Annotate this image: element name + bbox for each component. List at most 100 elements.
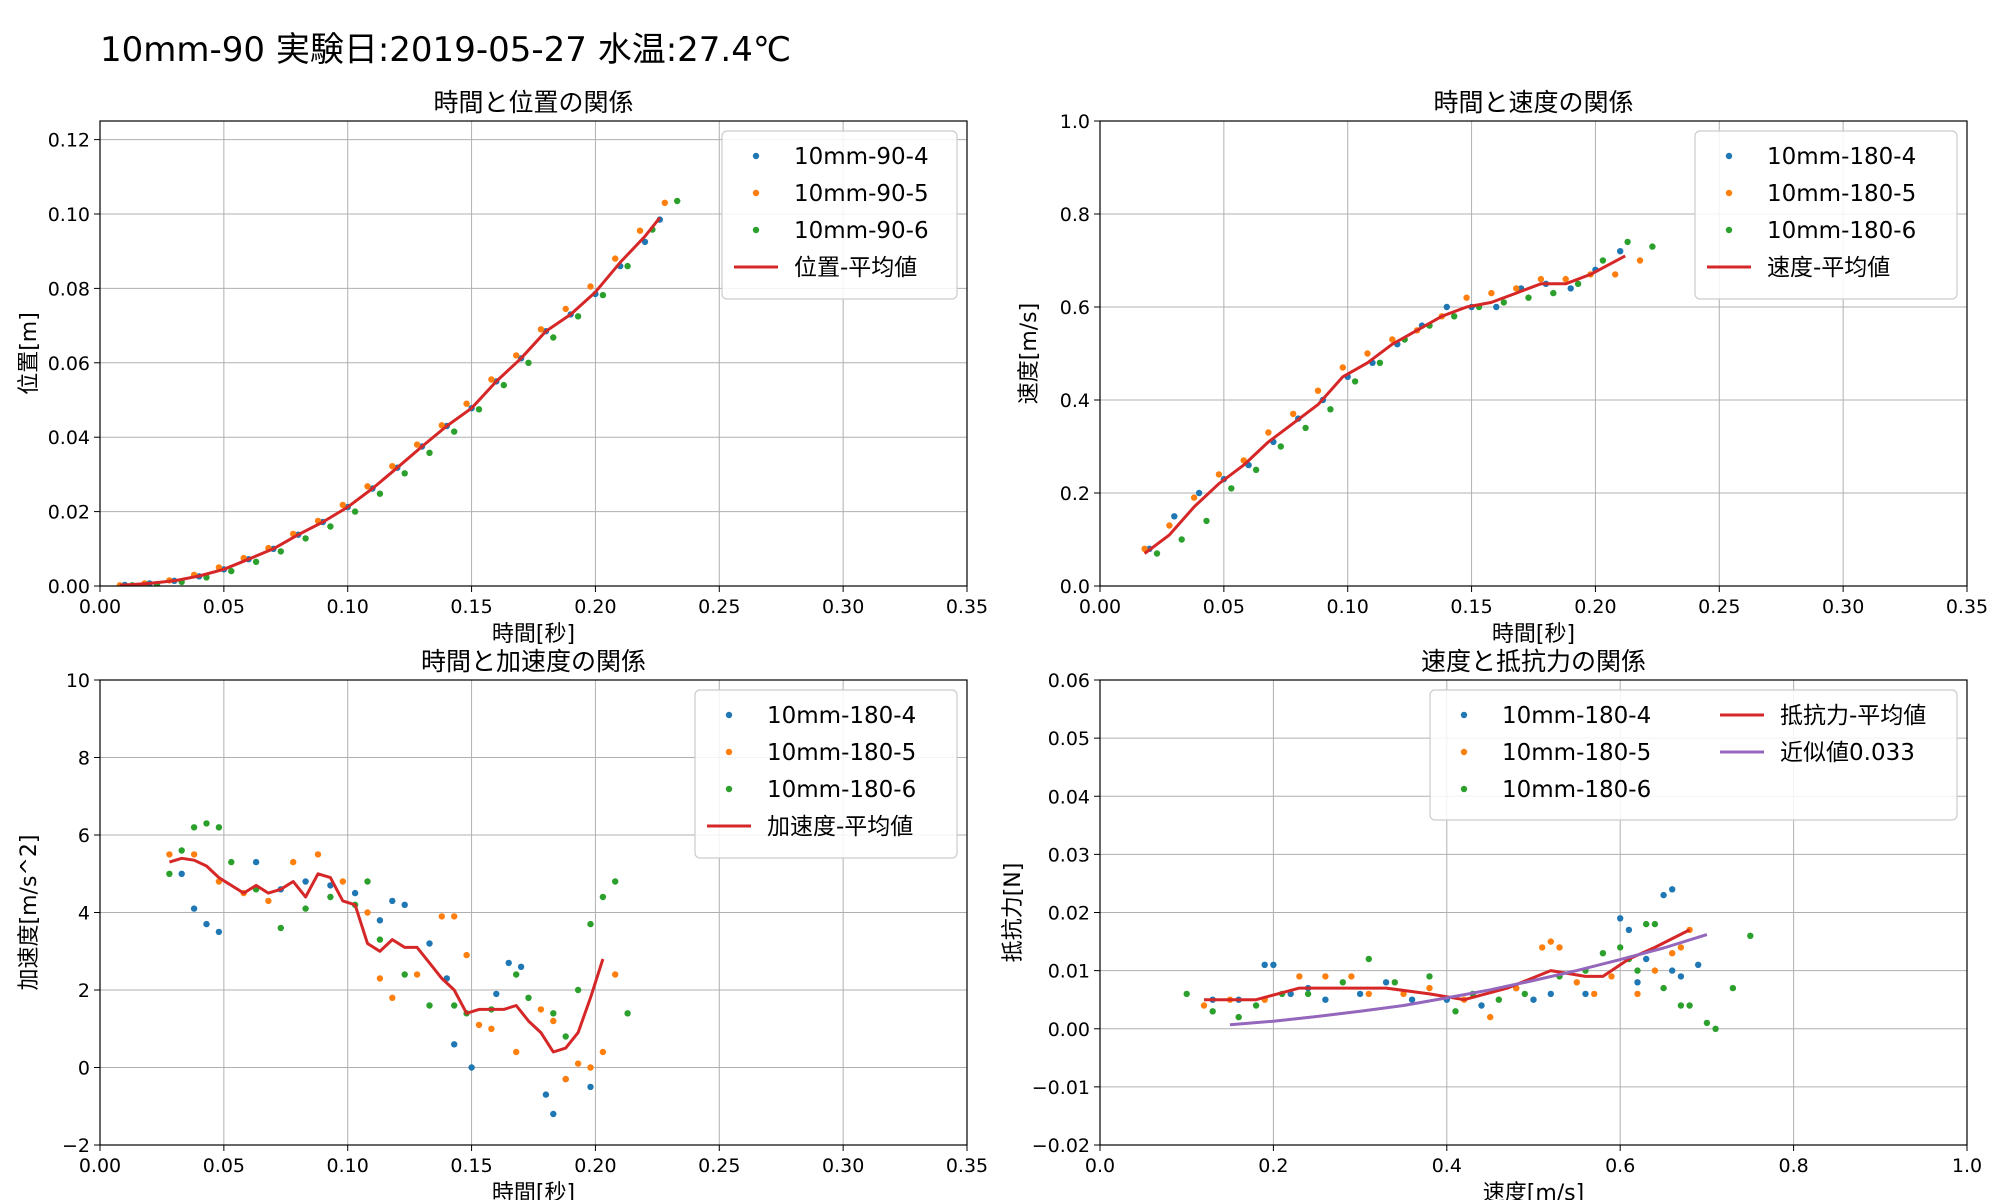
x-axis-label: 時間[秒] [492,1181,575,1200]
y-tick-label: 0.2 [1060,483,1090,505]
series-10mm-180-4-point [542,1091,550,1098]
legend-entry-10mm-180-6-swatch [725,785,733,793]
series-10mm-180-6-point [1651,920,1659,928]
legend-box [694,689,958,859]
series-10mm-180-5-point [513,1048,520,1056]
series-10mm-180-4-point [327,882,334,889]
series-10mm-180-4-point [1643,955,1650,963]
series-10mm-180-4-point [505,959,512,967]
series-10mm-180-6-point [1495,996,1503,1003]
series-avg-line [119,216,661,586]
series-10mm-90-6-point [252,558,260,565]
series-10mm-180-5-point [550,1017,557,1025]
series-10mm-90-6-point [376,490,384,497]
x-tick-label: 0.4 [1432,1155,1462,1177]
series-10mm-180-6-point [1153,550,1161,557]
axes-frame [1099,120,1968,587]
series-10mm-90-6-point [574,313,582,320]
legend-entry-10mm-180-5-label: 10mm-180-5 [1502,740,1651,766]
series-10mm-180-4-point [302,878,309,885]
y-tick-label: −0.02 [1032,1135,1090,1157]
series-10mm-180-5-point [1677,944,1685,951]
legend-entry-10mm-180-6-swatch [1460,785,1468,793]
series-10mm-180-6-point [1729,984,1737,992]
series-10mm-180-6-point [1500,299,1508,306]
series-10mm-180-5-point [438,913,445,920]
series-10mm-90-4-point [641,238,649,246]
series-10mm-90-5-point [364,483,371,490]
y-tick-label: 0.8 [1060,204,1090,226]
series-10mm-180-4-point [1195,489,1203,497]
x-tick-label: 0.20 [1574,596,1616,618]
legend-entry-10mm-180-4-label: 10mm-180-4 [1502,703,1651,729]
series-10mm-180-6-point [599,893,607,901]
y-tick-label: 0.6 [1060,297,1090,319]
legend-entry-10mm-90-4-label: 10mm-90-4 [794,144,929,170]
series-10mm-180-5-point [190,851,198,858]
x-tick-label: 0.10 [1327,596,1369,618]
series-10mm-180-4-point [1171,513,1178,520]
y-tick-label: 0.01 [1048,961,1090,983]
series-10mm-180-6-point [376,936,384,943]
legend-entry-10mm-180-4-swatch [725,711,733,719]
series-10mm-180-4-point [517,963,525,970]
series-10mm-180-5-point [599,1048,607,1056]
series-10mm-90-5-point [413,441,421,448]
legend-entry-10mm-90-6-swatch [752,226,760,234]
series-10mm-180-4-point [401,901,408,908]
chart-title: 時間と速度の関係 [1433,88,1633,117]
y-tick-label: 0.02 [1048,903,1090,925]
series-10mm-90-5-point [488,376,495,383]
series-10mm-180-4-point [1669,886,1676,893]
series-10mm-180-6-point [1660,984,1667,992]
series-10mm-90-5-point [661,199,668,206]
series-10mm-180-5-point [1166,522,1173,529]
series-10mm-180-5-point [1389,336,1396,343]
y-tick-label: 2 [78,980,90,1002]
series-10mm-180-4-point [1382,979,1390,986]
series-10mm-180-5-point [314,851,322,858]
series-10mm-180-4-point [1677,973,1685,980]
chart-acceleration-vs-time: 0.00 0.05 0.10 0.15 0.20 0.25 0.30 0.35 −2 0 2 4 6 8 1… [17,647,988,1200]
series-10mm-180-6-point [1521,990,1529,998]
legend-entry-10mm-180-6-label: 10mm-180-6 [767,777,916,803]
series-10mm-180-6-point [1599,950,1607,957]
series-10mm-180-4-point [550,1110,557,1118]
y-tick-label: 0.00 [1048,1019,1090,1041]
series-10mm-90-5-point [537,326,545,333]
series-10mm-180-5-point [1296,973,1303,980]
series-10mm-90-6-point [327,523,334,530]
y-tick-label: 0 [78,1058,90,1080]
series-10mm-90-6-point [277,548,284,555]
series-10mm-180-5-point [1348,973,1355,980]
legend-entry-10mm-180-4-swatch [1725,152,1733,160]
y-tick-label: 0.06 [1048,670,1090,692]
series-10mm-180-6-point [228,858,235,866]
series-10mm-180-5-point [413,971,421,978]
series-10mm-180-6-point [1252,466,1260,473]
y-tick-label: 0.02 [48,502,90,524]
axes-frame [1099,679,1968,1146]
series-10mm-180-4-point [1695,961,1702,968]
data-layer [1141,238,1656,557]
series-10mm-180-6-point [1703,1019,1711,1027]
x-tick-label: 0.30 [1822,596,1864,618]
legend-entry-10mm-180-6-label: 10mm-180-6 [1502,777,1651,803]
series-10mm-180-5-point [612,971,619,978]
series-10mm-180-5-point [1463,294,1470,301]
x-tick-label: 0.10 [327,1155,369,1177]
series-10mm-180-6-point [1277,443,1285,450]
y-tick-label: 4 [78,903,90,925]
series-10mm-90-6-point [475,406,483,413]
series-10mm-180-5-point [1547,938,1555,945]
chart-position-vs-time: 0.00 0.05 0.10 0.15 0.20 0.25 0.30 0.35 0.00 0.02… [17,88,988,647]
y-tick-label: 0.08 [48,278,90,300]
series-avg-line [1204,928,1691,1002]
series-10mm-180-6-point [574,986,582,994]
x-tick-label: 0.05 [203,596,245,618]
series-10mm-180-4-point [203,920,210,928]
series-10mm-90-5-point [339,501,346,509]
legend-entry-10mm-90-6-label: 10mm-90-6 [794,218,929,244]
series-10mm-180-6-point [1643,920,1650,928]
series-10mm-180-6-point [1624,238,1631,246]
